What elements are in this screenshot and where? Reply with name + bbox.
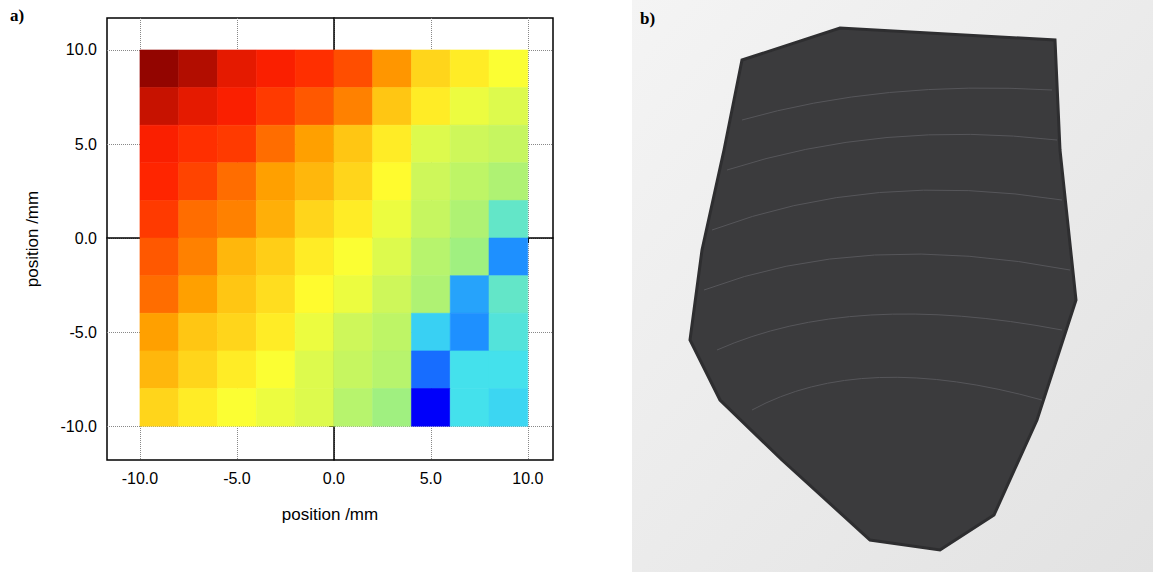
svg-text:10.0: 10.0	[66, 41, 97, 58]
svg-text:-5.0: -5.0	[223, 470, 251, 487]
svg-text:-10.0: -10.0	[61, 418, 98, 435]
svg-text:position /mm: position /mm	[282, 505, 378, 524]
svg-text:0.0: 0.0	[75, 230, 97, 247]
svg-text:position /mm: position /mm	[23, 191, 42, 287]
svg-text:5.0: 5.0	[420, 470, 442, 487]
svg-text:-10.0: -10.0	[122, 470, 159, 487]
svg-text:b): b)	[640, 9, 655, 28]
svg-text:0.0: 0.0	[323, 470, 345, 487]
svg-text:10.0: 10.0	[512, 470, 543, 487]
html-text:a): a)	[10, 6, 25, 25]
svg-text:5.0: 5.0	[75, 136, 97, 153]
svg-text:-5.0: -5.0	[69, 324, 97, 341]
